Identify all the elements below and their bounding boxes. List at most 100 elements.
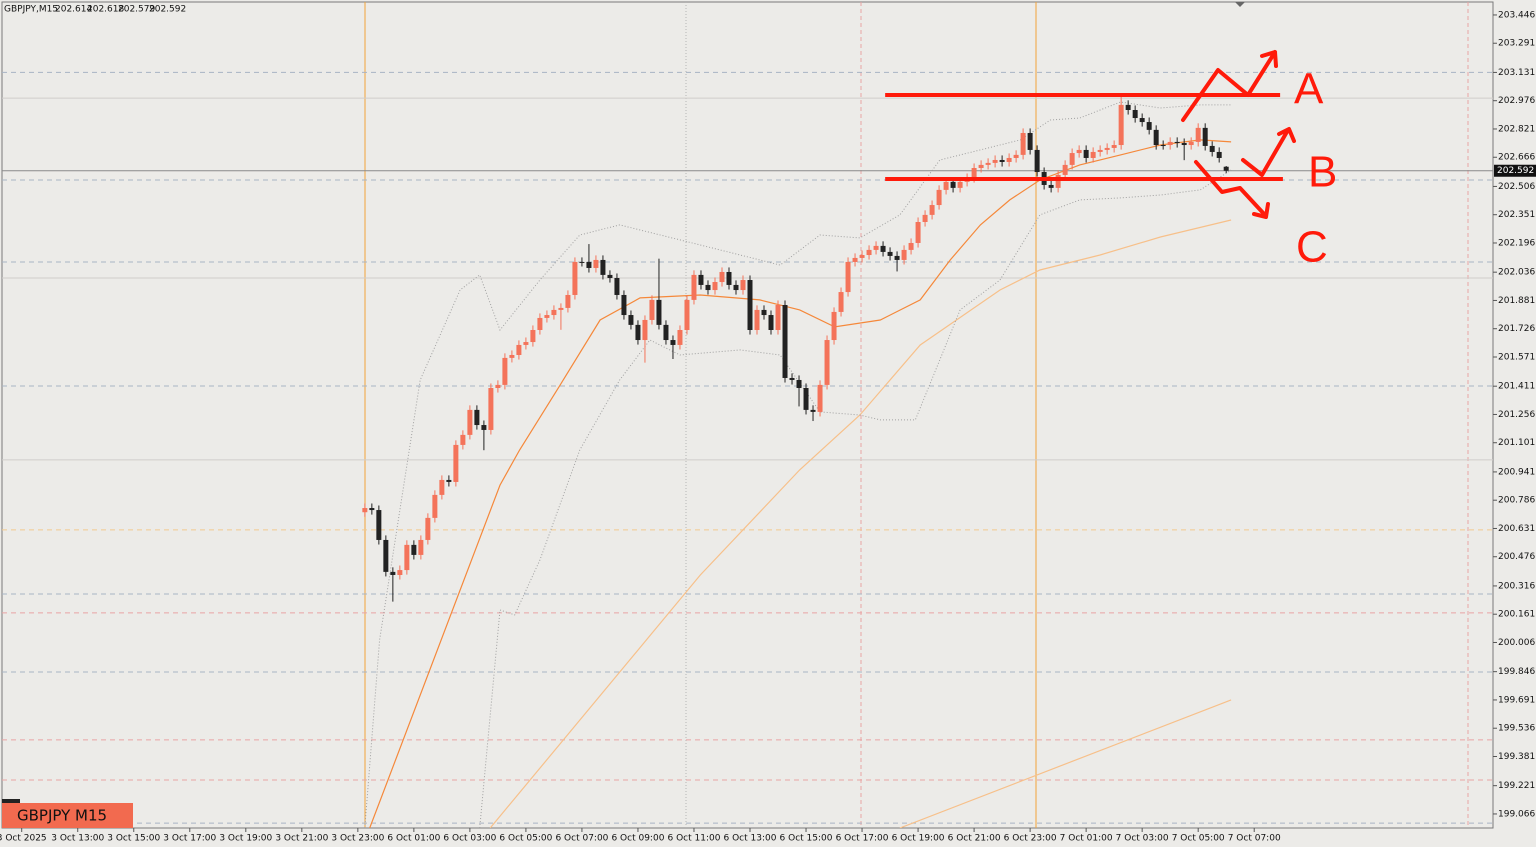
candle-body: [950, 181, 956, 188]
candle-body: [1090, 151, 1096, 158]
candle-body: [446, 479, 452, 482]
candle-body: [943, 181, 949, 190]
candle-body: [411, 544, 417, 555]
indicator-line: [364, 101, 1232, 828]
candle-body: [460, 434, 466, 445]
candle-body: [1048, 184, 1054, 188]
candle-body: [502, 357, 508, 385]
candle-body: [691, 274, 697, 300]
candle-body: [1216, 151, 1222, 158]
candle-body: [1027, 132, 1033, 150]
candle-body: [1139, 118, 1145, 123]
candle-body: [670, 340, 676, 345]
indicator-line: [489, 219, 1232, 828]
candle-body: [642, 319, 648, 341]
y-tick-label: 202.821: [1498, 124, 1535, 134]
indicator-line: [899, 699, 1232, 828]
y-tick-label: 202.196: [1498, 238, 1535, 248]
candle-body: [376, 510, 382, 540]
candle-body: [1055, 174, 1061, 188]
y-tick-label: 201.726: [1498, 324, 1535, 334]
candle-body: [810, 409, 816, 412]
candle-body: [754, 309, 760, 330]
x-tick-label: 3 Oct 21:00: [275, 834, 328, 844]
candle-body: [397, 570, 403, 575]
y-tick-label: 203.131: [1498, 68, 1535, 78]
symbol-label: GBPJPY M15: [17, 807, 107, 825]
candle-body: [789, 377, 795, 380]
y-tick-label: 200.476: [1498, 552, 1535, 562]
x-tick-label: 6 Oct 09:00: [611, 834, 664, 844]
candle-body: [1132, 109, 1138, 119]
candle-body: [586, 261, 592, 268]
candle-body: [362, 508, 368, 513]
candle-body: [635, 324, 641, 341]
candle-body: [439, 479, 445, 495]
candle-body: [390, 571, 396, 575]
candle-body: [1104, 147, 1110, 150]
x-tick-label: 3 Oct 13:00: [51, 834, 104, 844]
arrow-up: [1241, 127, 1296, 177]
y-tick-label: 202.036: [1498, 268, 1535, 278]
candle-body: [488, 388, 494, 430]
candle-body: [453, 444, 459, 482]
y-tick-label: 199.536: [1498, 724, 1535, 734]
x-tick-label: 3 Oct 19:00: [219, 834, 272, 844]
candle-body: [908, 242, 914, 250]
y-tick-label: 200.316: [1498, 581, 1535, 591]
candle-body: [999, 159, 1005, 162]
candle-body: [838, 292, 844, 312]
candle-body: [978, 164, 984, 169]
candle-body: [782, 305, 788, 378]
candle-body: [859, 255, 865, 258]
candle-body: [600, 259, 606, 275]
header-high: 202.618: [87, 5, 124, 15]
x-tick-label: 6 Oct 11:00: [668, 834, 721, 844]
y-tick-label: 199.066: [1498, 809, 1535, 819]
candle-body: [544, 315, 550, 318]
candle-body: [1083, 149, 1089, 158]
x-tick-label: 7 Oct 07:00: [1228, 834, 1281, 844]
candle-body: [1146, 122, 1152, 130]
candle-body: [733, 284, 739, 291]
candle-body: [740, 280, 746, 291]
candle-body: [873, 245, 879, 250]
candle-body: [901, 249, 907, 260]
candle-body: [936, 189, 942, 206]
candle-body: [824, 340, 830, 385]
x-tick-label: 6 Oct 15:00: [780, 834, 833, 844]
candle-body: [1013, 154, 1019, 158]
candle-body: [432, 494, 438, 518]
indicator-line: [369, 139, 1232, 828]
candle-body: [481, 425, 487, 430]
annotation-label: C: [1296, 223, 1328, 272]
x-tick-label: 3 Oct 17:00: [163, 834, 216, 844]
candle-body: [852, 257, 858, 262]
candle-body: [495, 384, 501, 389]
candle-body: [726, 271, 732, 285]
candle-body: [509, 354, 515, 358]
candle-body: [796, 379, 802, 389]
y-tick-label: 202.351: [1498, 210, 1535, 220]
candle-body: [1097, 149, 1103, 152]
candle-body: [656, 299, 662, 325]
candle-body: [614, 278, 620, 295]
candle-body: [516, 344, 522, 355]
annotations: ABC: [885, 50, 1337, 272]
candle-body: [1153, 129, 1159, 146]
candle-body: [761, 309, 767, 316]
candles: [362, 94, 1229, 602]
y-tick-label: 201.411: [1498, 382, 1535, 392]
candle-body: [1167, 141, 1173, 146]
y-tick-label: 199.846: [1498, 667, 1535, 677]
candle-body: [1195, 127, 1201, 142]
candle-body: [1188, 141, 1194, 146]
candle-body: [649, 299, 655, 320]
candle-body: [684, 299, 690, 330]
x-tick-label: 6 Oct 13:00: [724, 834, 777, 844]
y-tick-label: 203.446: [1498, 10, 1535, 20]
x-tick-label: 6 Oct 19:00: [892, 834, 945, 844]
candle-body: [1034, 149, 1040, 173]
header-open: 202.614: [55, 5, 92, 15]
